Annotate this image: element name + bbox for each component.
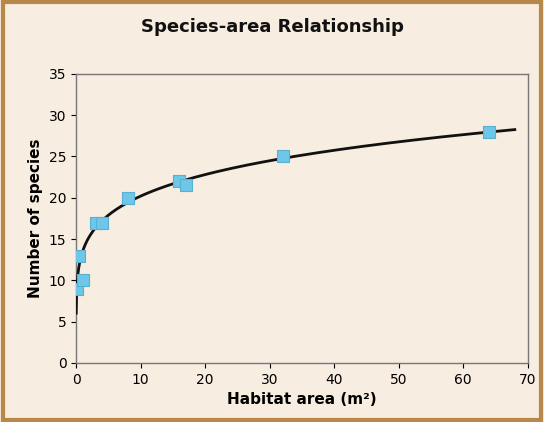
Y-axis label: Number of species: Number of species (28, 139, 44, 298)
Point (91, 219, 100, 226)
Point (175, 178, 184, 184)
Point (123, 195, 132, 201)
Point (182, 182, 190, 189)
X-axis label: Habitat area (m²): Habitat area (m²) (227, 392, 377, 407)
Point (72, 285, 81, 292)
Point (78, 277, 87, 284)
Text: Species-area Relationship: Species-area Relationship (140, 19, 404, 36)
Point (75, 252, 84, 259)
Point (485, 128, 493, 135)
Point (97, 219, 106, 226)
Point (278, 153, 287, 160)
